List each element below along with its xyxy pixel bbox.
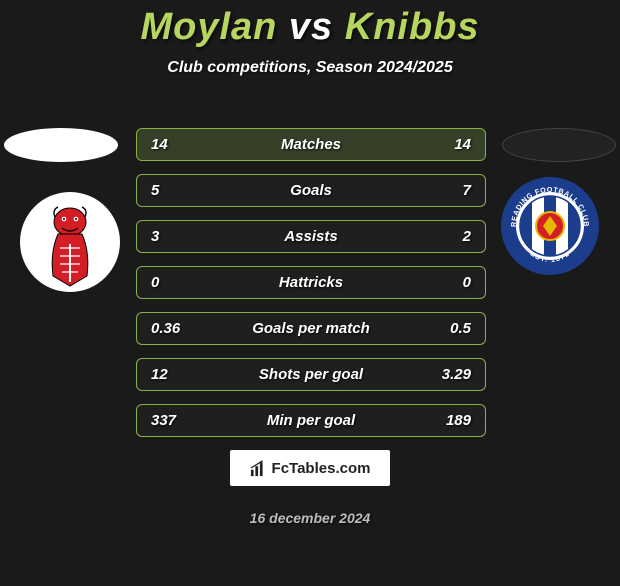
comparison-subtitle: Club competitions, Season 2024/2025 xyxy=(0,59,620,77)
stat-row: 337 Min per goal 189 xyxy=(136,404,486,437)
fctables-logo-icon xyxy=(250,459,268,477)
stat-value-right: 2 xyxy=(463,228,471,245)
stat-value-left: 5 xyxy=(151,182,159,199)
stat-value-left: 0 xyxy=(151,274,159,291)
stat-label: Assists xyxy=(284,228,337,245)
stat-label: Shots per goal xyxy=(259,366,363,383)
stat-value-right: 0 xyxy=(463,274,471,291)
vs-text: vs xyxy=(289,6,333,48)
stat-row: 5 Goals 7 xyxy=(136,174,486,207)
player2-ellipse xyxy=(502,128,616,162)
stat-label: Min per goal xyxy=(267,412,355,429)
stat-label: Matches xyxy=(281,136,341,153)
stat-row: 12 Shots per goal 3.29 xyxy=(136,358,486,391)
player1-name: Moylan xyxy=(140,6,277,48)
stat-label: Hattricks xyxy=(279,274,343,291)
stat-value-left: 14 xyxy=(151,136,168,153)
comparison-title: Moylan vs Knibbs xyxy=(0,6,620,49)
stat-value-left: 337 xyxy=(151,412,176,429)
comparison-date: 16 december 2024 xyxy=(250,510,371,526)
player2-name: Knibbs xyxy=(345,6,480,48)
stat-value-left: 3 xyxy=(151,228,159,245)
fctables-watermark: FcTables.com xyxy=(230,450,390,486)
lincoln-city-crest-icon xyxy=(20,192,120,292)
stat-value-right: 14 xyxy=(454,136,471,153)
stat-row: 14 Matches 14 xyxy=(136,128,486,161)
stat-row: 3 Assists 2 xyxy=(136,220,486,253)
stat-row: 0 Hattricks 0 xyxy=(136,266,486,299)
stat-label: Goals per match xyxy=(252,320,370,337)
stat-value-left: 0.36 xyxy=(151,320,180,337)
player2-club-crest: READING FOOTBALL CLUB EST. 1871 xyxy=(500,176,600,276)
player1-ellipse xyxy=(4,128,118,162)
player1-club-crest xyxy=(20,192,120,292)
reading-fc-crest-icon: READING FOOTBALL CLUB EST. 1871 xyxy=(500,176,600,276)
stat-label: Goals xyxy=(290,182,332,199)
stat-value-right: 189 xyxy=(446,412,471,429)
stat-value-right: 0.5 xyxy=(450,320,471,337)
stat-row: 0.36 Goals per match 0.5 xyxy=(136,312,486,345)
stat-value-right: 3.29 xyxy=(442,366,471,383)
watermark-text: FcTables.com xyxy=(272,460,371,477)
stat-value-left: 12 xyxy=(151,366,168,383)
stat-value-right: 7 xyxy=(463,182,471,199)
stats-rows-container: 14 Matches 14 5 Goals 7 3 Assists 2 0 Hattricks 0 0.… xyxy=(136,128,486,450)
